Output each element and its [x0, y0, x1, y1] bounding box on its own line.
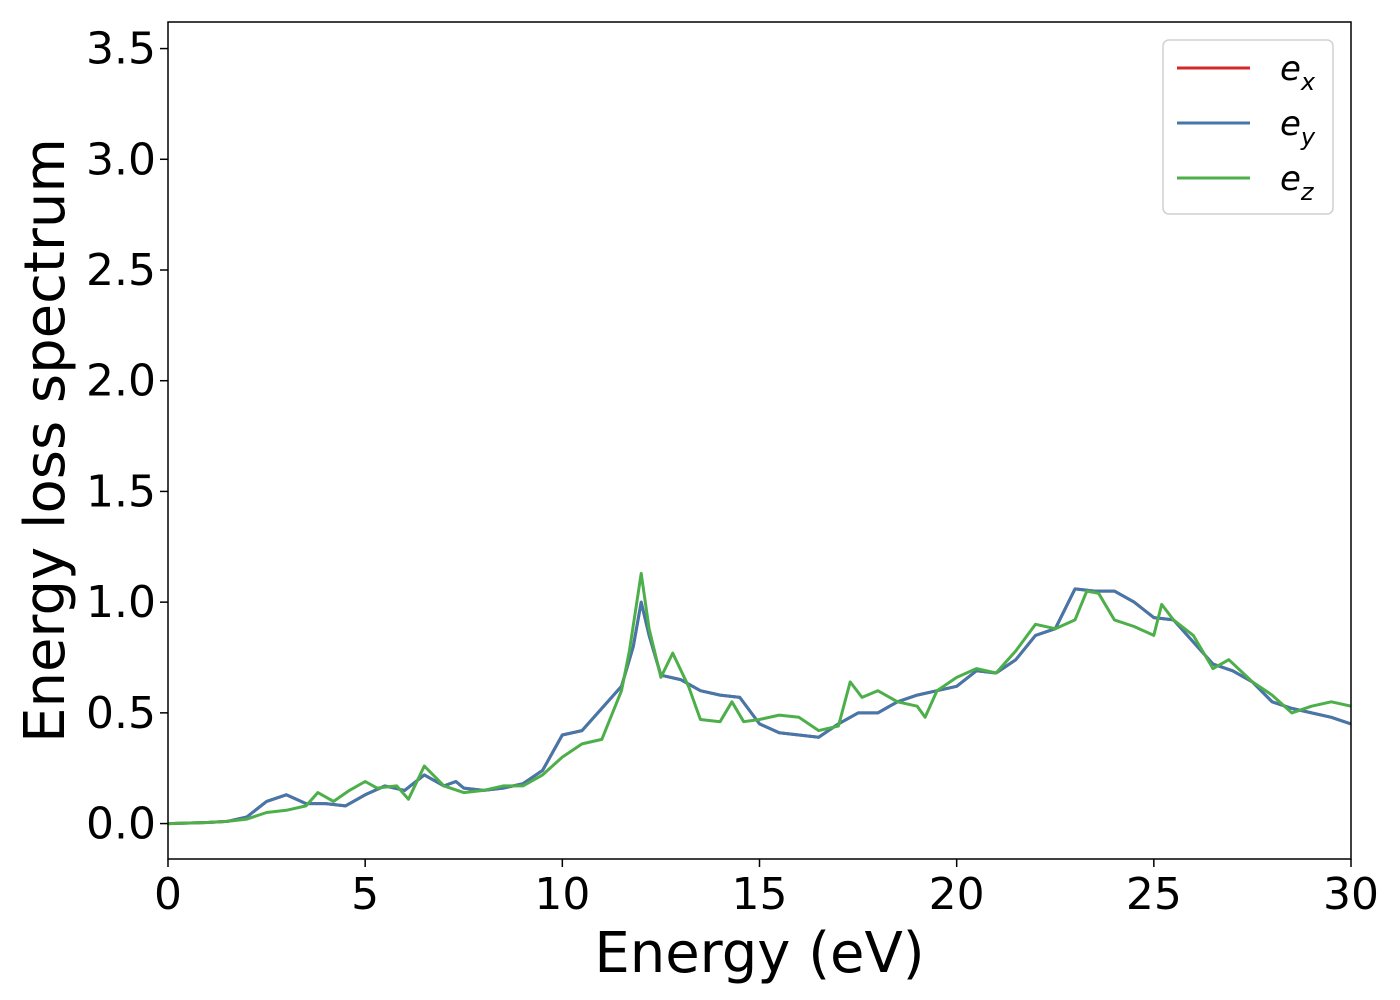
- y-tick-label: 0.0: [86, 799, 156, 850]
- legend-label-y: ey: [1280, 104, 1316, 151]
- series-line-z: [168, 571, 1351, 826]
- y-tick-label: 0.5: [86, 688, 156, 739]
- legend-label-z: ez: [1280, 159, 1315, 206]
- y-tick-label: 3.5: [86, 24, 156, 75]
- x-axis-label: Energy (eV): [594, 921, 924, 986]
- x-tick-label: 30: [1323, 869, 1379, 920]
- legend-label-base: e: [1280, 104, 1301, 144]
- legend-label-subscript: z: [1300, 178, 1315, 206]
- x-tick-label: 25: [1126, 869, 1182, 920]
- legend-label-subscript: y: [1300, 123, 1316, 151]
- y-axis-label: Energy loss spectrum: [13, 138, 78, 743]
- x-tick-label: 0: [154, 869, 182, 920]
- legend-label-base: e: [1280, 49, 1301, 89]
- x-ticks: 0 5 10 15 20 25 30: [154, 859, 1379, 920]
- y-tick-label: 1.5: [86, 466, 156, 517]
- x-tick-label: 20: [929, 869, 985, 920]
- series-layer: [168, 571, 1351, 826]
- y-tick-label: 3.0: [86, 134, 156, 185]
- x-tick-label: 5: [351, 869, 379, 920]
- x-tick-label: 10: [534, 869, 590, 920]
- x-tick-label: 15: [732, 869, 788, 920]
- legend-box: [1162, 39, 1334, 215]
- y-tick-label: 2.0: [86, 356, 156, 407]
- y-tick-label: 2.5: [86, 245, 156, 296]
- y-tick-label: 1.0: [86, 577, 156, 628]
- legend-label-base: e: [1280, 159, 1301, 199]
- legend-label-x: ex: [1280, 49, 1316, 96]
- legend-label-subscript: x: [1300, 68, 1316, 96]
- y-ticks: 0.0 0.5 1.0 1.5 2.0 2.5 3.0 3.5: [86, 24, 168, 850]
